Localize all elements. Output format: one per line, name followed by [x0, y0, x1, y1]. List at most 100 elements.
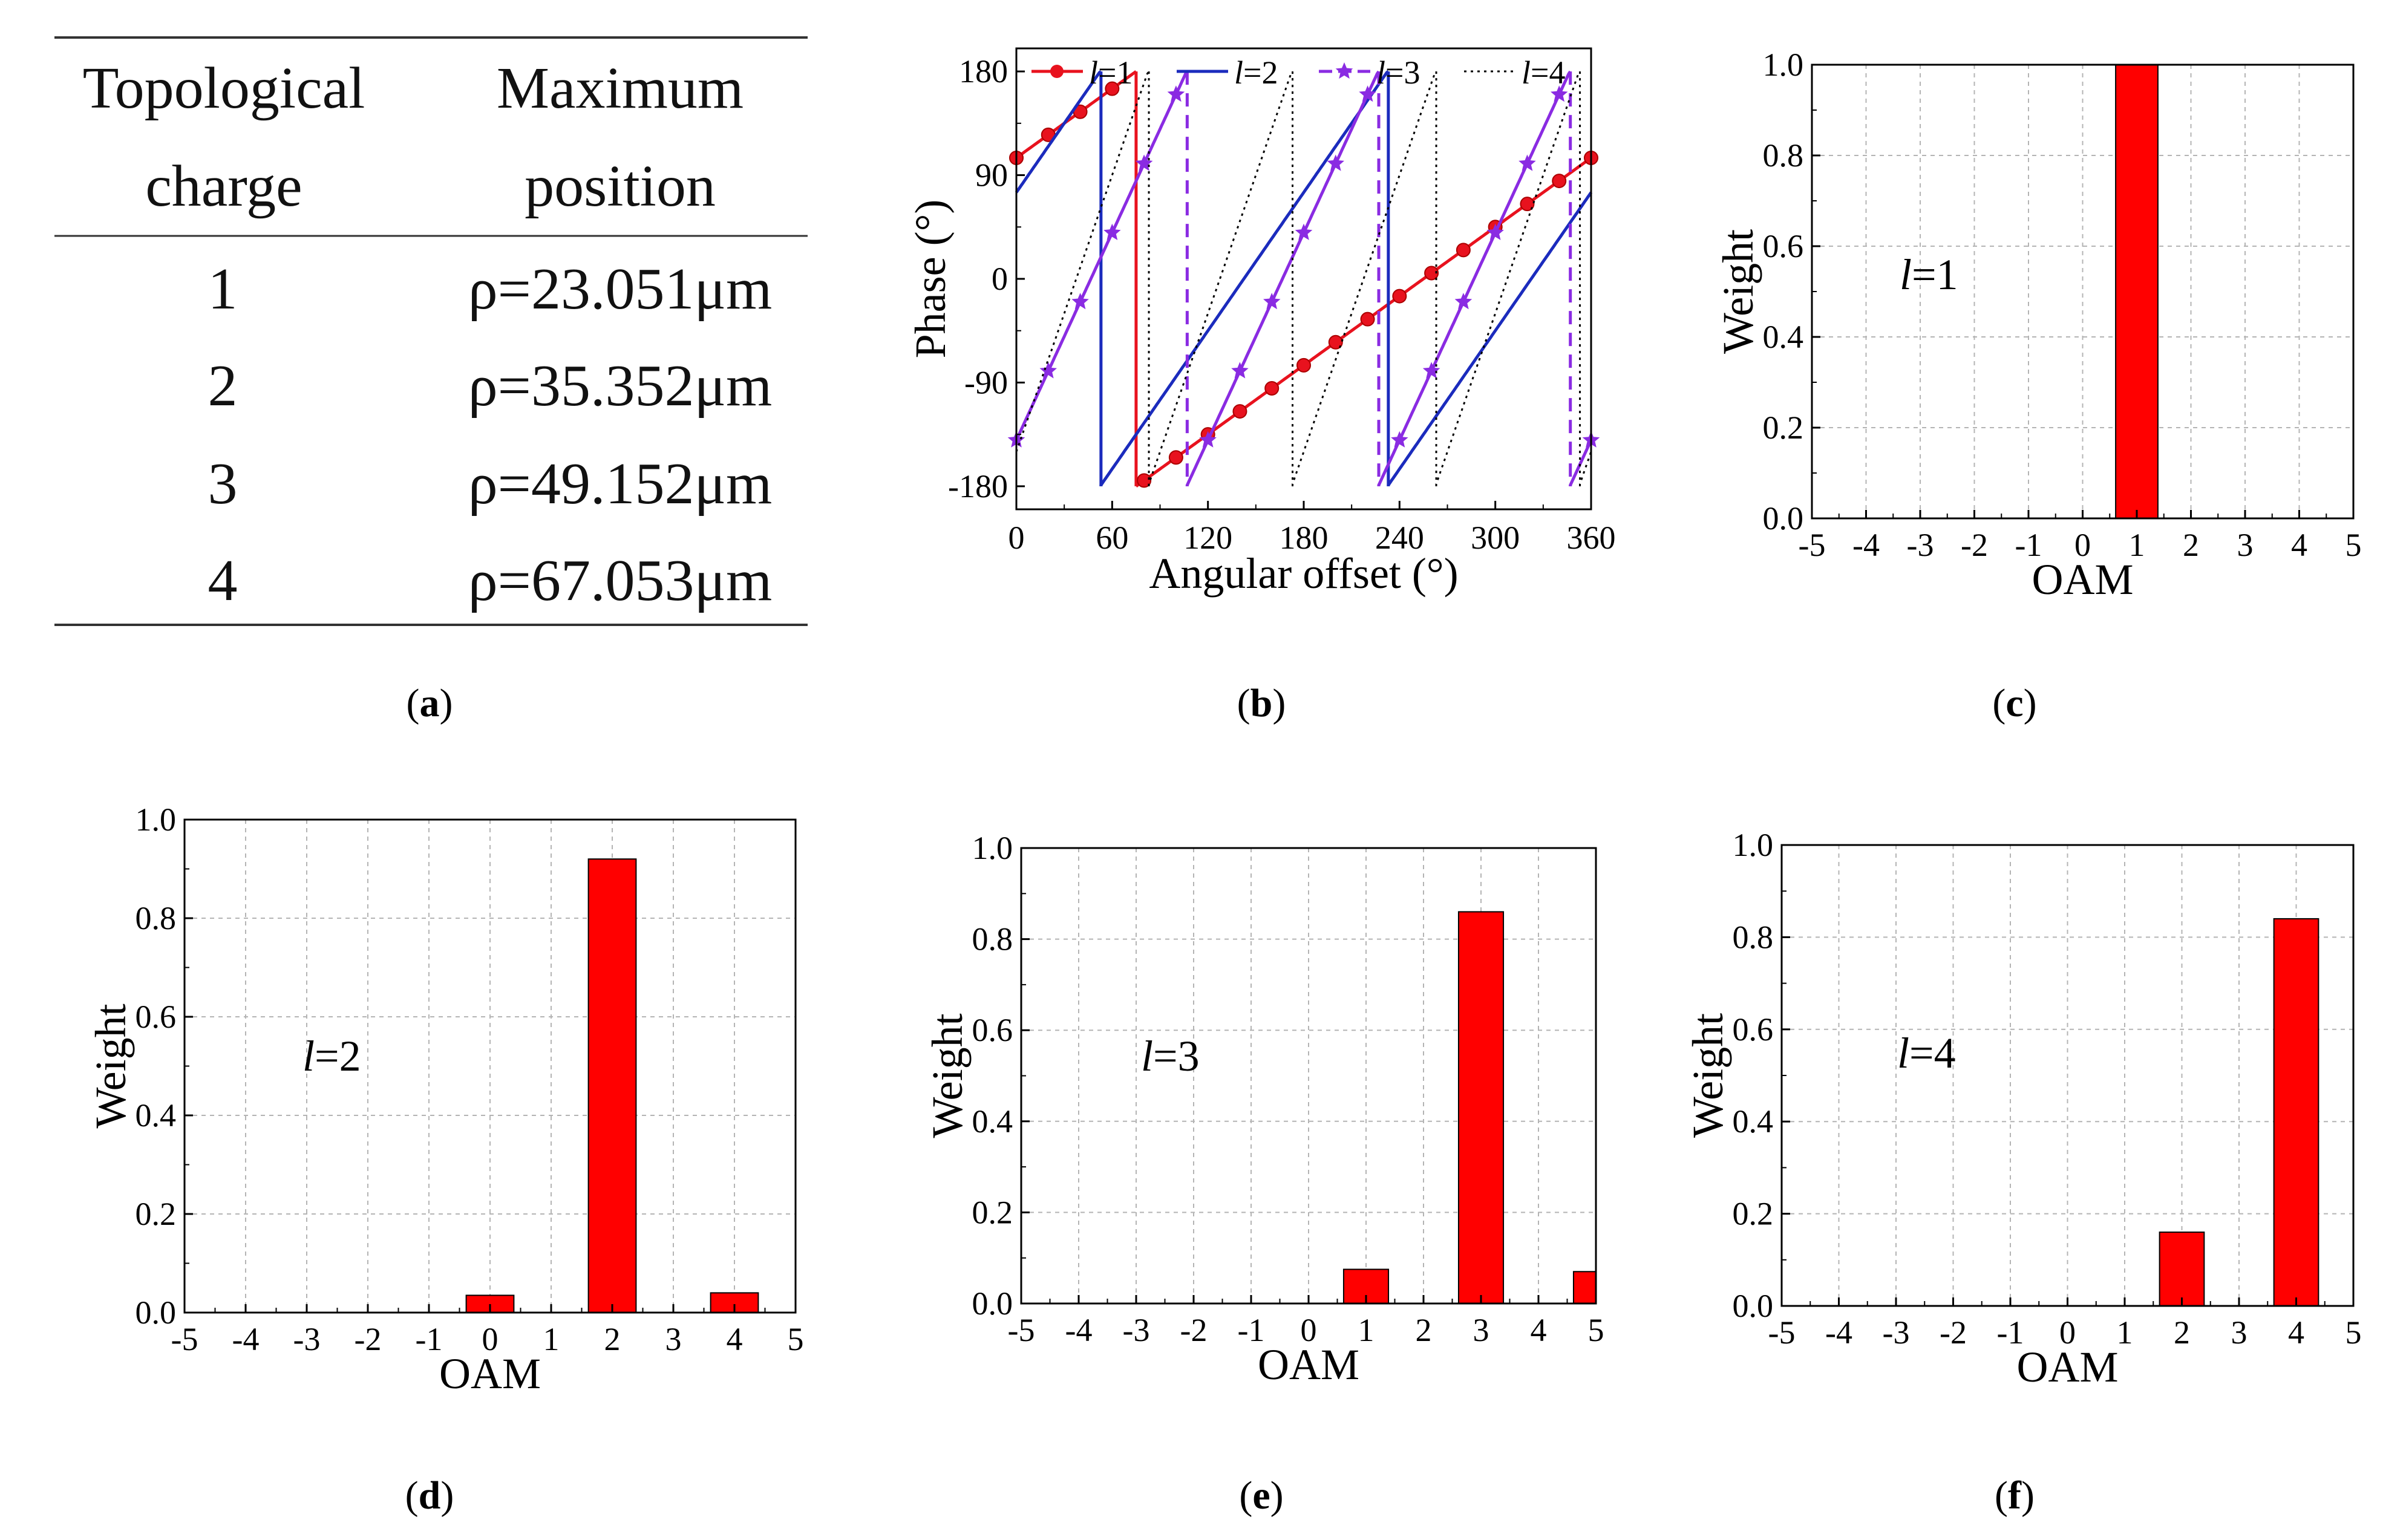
x-tick-label: -3	[1123, 1312, 1150, 1348]
oam-bar-chart-l2: -5 -4 -3 -2 -1 0 1 2 3 4 5 0.0 0.2 0.4 0.6 0.8 1.0 OAM Wei…	[87, 801, 804, 1398]
table-cell-charge: 4	[208, 548, 238, 613]
marker-point-l3	[1231, 362, 1249, 379]
marker-point-l1	[1168, 450, 1183, 465]
marker-point-l3	[1167, 85, 1185, 102]
y-tick-label: 0.2	[1763, 409, 1804, 446]
y-tick-label: 0.8	[136, 900, 177, 936]
y-tick-label: 0.8	[1763, 137, 1804, 174]
series-line-l4	[1015, 71, 1150, 452]
x-tick-label: 60	[1096, 520, 1128, 556]
table-cell-position: ρ=49.152μm	[468, 451, 772, 517]
topological-charge-annotation: l=4	[1897, 1029, 1956, 1077]
legend-marker-l3	[1335, 62, 1353, 79]
y-tick-label: 1.0	[1733, 827, 1774, 863]
x-tick-label: 5	[2346, 527, 2362, 563]
marker-point-l3	[1486, 223, 1504, 240]
x-tick-label: -5	[1768, 1314, 1796, 1351]
y-tick-label: 0.2	[972, 1194, 1013, 1230]
x-axis-label: Angular offset (°)	[1149, 549, 1458, 598]
bar-oam-4	[2273, 918, 2319, 1307]
y-tick-label: 0.6	[1733, 1011, 1774, 1048]
x-tick-label: 1	[2129, 527, 2145, 563]
marker-point-l1	[1456, 243, 1471, 258]
topological-charge-annotation: l=2	[302, 1032, 361, 1080]
legend-marker-l1	[1050, 65, 1064, 78]
x-tick-label: 3	[2237, 527, 2254, 563]
plot-frame	[1015, 47, 1592, 511]
marker-point-l3	[1295, 223, 1313, 240]
x-axis-label: OAM	[2016, 1343, 2118, 1391]
x-tick-label: -2	[1940, 1314, 1967, 1351]
series-line-l2	[1387, 191, 1593, 486]
y-tick-label: 0.4	[972, 1103, 1013, 1140]
caption-e: (e)	[1239, 1473, 1284, 1518]
table-cell-position: ρ=67.053μm	[468, 548, 772, 613]
x-tick-label: -2	[1180, 1312, 1208, 1348]
table-cell-position: ρ=23.051μm	[468, 256, 772, 322]
x-tick-label: 4	[727, 1321, 743, 1357]
marker-point-l1	[1105, 81, 1120, 96]
topological-charge-annotation: l=1	[1900, 250, 1958, 299]
x-tick-label: -3	[1883, 1314, 1910, 1351]
legend-label-l3: l=3	[1376, 54, 1420, 91]
y-tick-label: 0.6	[972, 1012, 1013, 1048]
bar-oam-3	[1457, 911, 1505, 1305]
table-cell-charge: 2	[208, 353, 238, 419]
x-axis-label: OAM	[2032, 555, 2133, 604]
y-tick-label: 1.0	[972, 830, 1013, 866]
caption-d: (d)	[405, 1473, 454, 1518]
x-tick-label: 0	[2074, 527, 2091, 563]
bar-oam-1	[2115, 64, 2159, 519]
x-tick-label: 1	[543, 1321, 560, 1357]
x-tick-label: -4	[1852, 527, 1880, 563]
x-tick-label: -5	[1008, 1312, 1035, 1348]
y-tick-label: 0.0	[1733, 1288, 1774, 1324]
table-cell-charge: 3	[208, 451, 238, 517]
marker-point-l3	[1518, 154, 1536, 171]
caption-b: (b)	[1237, 681, 1286, 725]
y-tick-label: 0.6	[136, 999, 177, 1035]
y-tick-label: 0.6	[1763, 228, 1804, 264]
y-tick-label: 0.0	[972, 1285, 1013, 1322]
series-line-l4	[1292, 71, 1437, 486]
x-tick-label: -5	[1799, 527, 1826, 563]
y-axis-label: Weight	[87, 1003, 135, 1128]
x-tick-label: 3	[665, 1321, 682, 1357]
marker-point-l3	[1551, 85, 1568, 102]
marker-point-l3	[1454, 293, 1473, 310]
legend-label-l2: l=2	[1234, 54, 1278, 91]
x-tick-label: -2	[355, 1321, 382, 1357]
y-tick-label: -90	[964, 364, 1008, 400]
y-axis-label: Weight	[923, 1013, 972, 1138]
series-line-l2	[1099, 70, 1390, 486]
x-tick-label: -2	[1961, 527, 1988, 563]
x-tick-label: -5	[171, 1321, 198, 1357]
marker-point-l1	[1232, 404, 1247, 419]
x-tick-label: 0	[1008, 520, 1025, 556]
x-tick-label: 2	[2174, 1314, 2190, 1351]
x-tick-label: 0	[482, 1321, 499, 1357]
x-tick-label: 1	[1358, 1312, 1375, 1348]
x-tick-label: -1	[416, 1321, 443, 1357]
x-tick-label: -1	[1997, 1314, 2024, 1351]
marker-point-l1	[1137, 473, 1152, 488]
x-tick-label: 4	[1531, 1312, 1547, 1348]
y-tick-label: 1.0	[1763, 47, 1804, 83]
x-tick-label: 2	[1416, 1312, 1432, 1348]
x-tick-label: 300	[1471, 520, 1520, 556]
x-tick-label: 120	[1183, 520, 1232, 556]
caption-c: (c)	[1992, 681, 2037, 725]
marker-point-l3	[1199, 431, 1217, 448]
y-tick-label: 1.0	[136, 801, 177, 838]
marker-point-l1	[1296, 357, 1311, 373]
y-tick-label: 0.8	[972, 921, 1013, 958]
marker-point-l1	[1424, 266, 1439, 281]
y-axis-label: Weight	[1684, 1013, 1732, 1138]
x-tick-label: 2	[2183, 527, 2199, 563]
y-tick-label: 0.0	[1763, 500, 1804, 537]
table-cell-charge: 1	[208, 256, 238, 322]
marker-point-l3	[1039, 362, 1057, 379]
series-line-l3	[1377, 70, 1572, 486]
x-tick-label: -1	[1238, 1312, 1265, 1348]
y-tick-label: 0.4	[1733, 1103, 1774, 1140]
